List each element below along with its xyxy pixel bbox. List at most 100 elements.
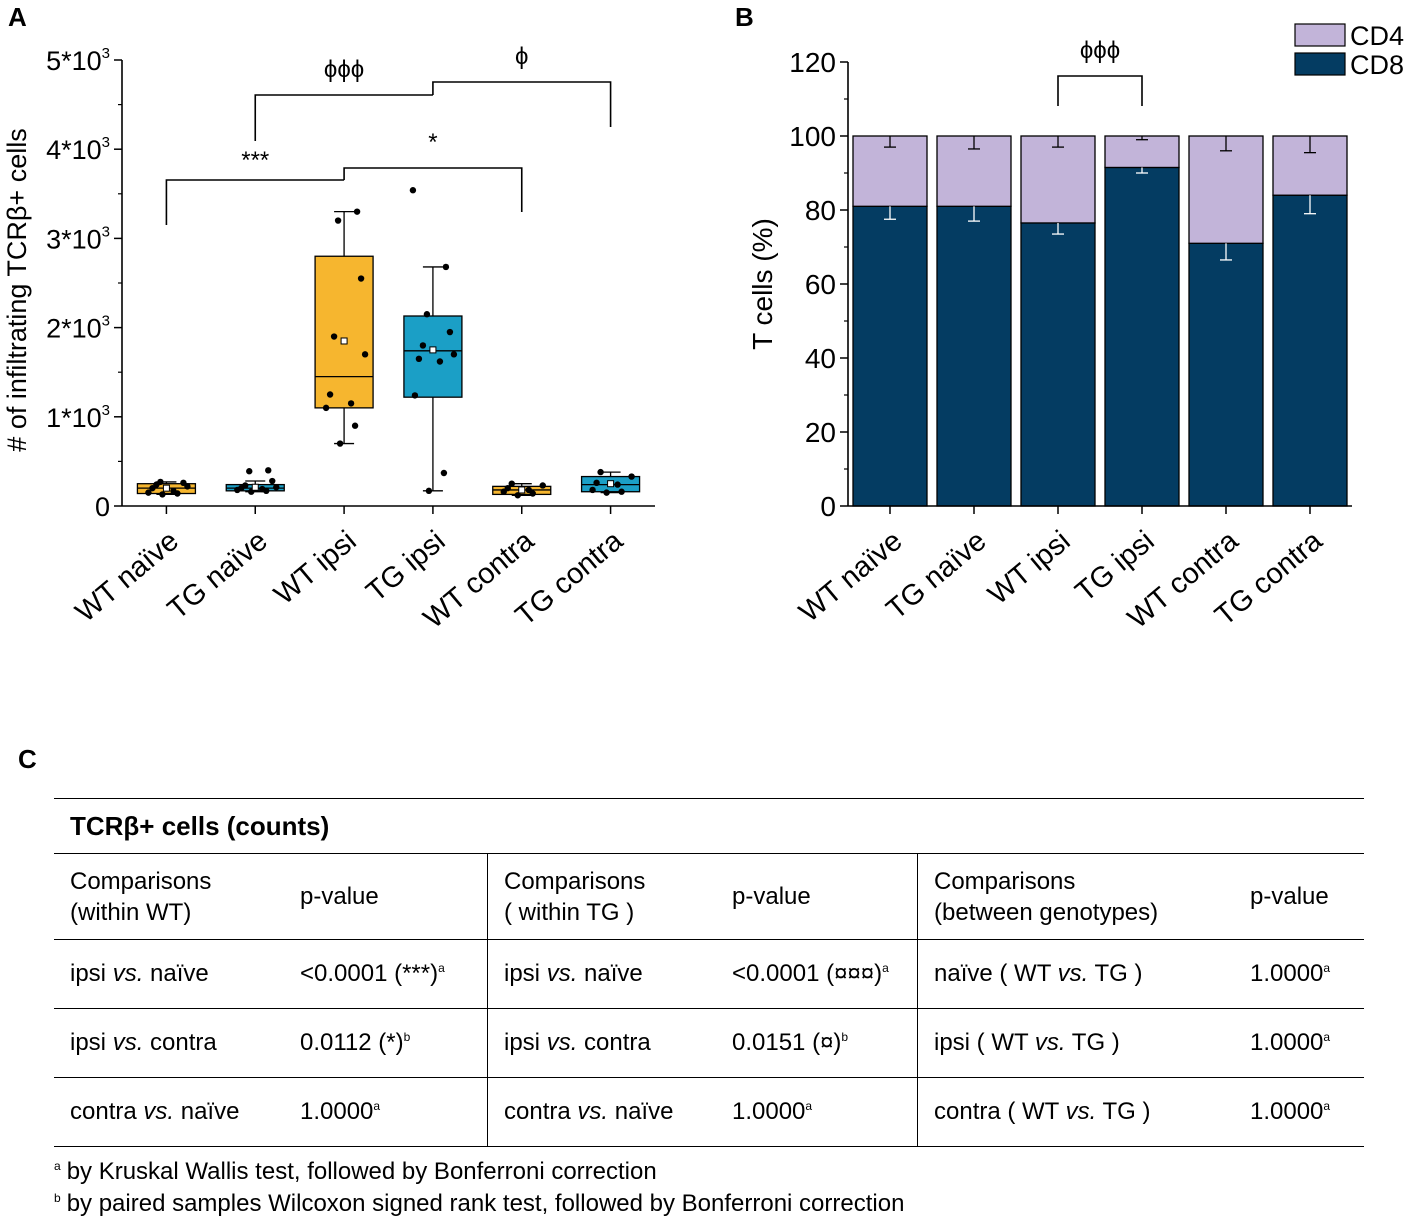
data-point xyxy=(614,481,621,488)
significance-label: *** xyxy=(241,147,269,174)
data-point xyxy=(442,263,450,271)
data-point xyxy=(361,351,369,358)
data-point xyxy=(425,487,433,495)
mean-marker xyxy=(251,483,259,491)
table-row: ipsi ( WT vs. TG ) 1.0000a xyxy=(918,1009,1364,1078)
significance-label: ϕϕϕ xyxy=(324,56,364,83)
data-point xyxy=(539,482,546,489)
data-point xyxy=(326,391,334,398)
table-group-between-genotypes: Comparisons (between genotypes) p-value n… xyxy=(918,854,1364,1147)
y-tick-label: 0 xyxy=(820,491,836,522)
legend-swatch-cd4 xyxy=(1294,23,1346,47)
data-point xyxy=(351,422,359,429)
data-point xyxy=(589,486,596,494)
data-point xyxy=(618,488,625,495)
data-point xyxy=(411,392,419,399)
header-comparisons: Comparisons (within WT) xyxy=(70,867,212,926)
data-point xyxy=(246,468,253,475)
data-point xyxy=(145,489,152,496)
y-axis-label: # of infiltrating TCRβ+ cells xyxy=(2,128,32,451)
data-point xyxy=(180,479,187,487)
y-tick-label: 3*103 xyxy=(46,223,110,254)
table-row: ipsi vs. contra 0.0112 (*)b xyxy=(54,1009,487,1078)
y-tick-label: 4*103 xyxy=(46,134,110,165)
bar-cd8 xyxy=(852,205,928,507)
footnote-a: a by Kruskal Wallis test, followed by Bon… xyxy=(54,1158,657,1185)
panel-letter-a: A xyxy=(8,2,27,32)
data-point xyxy=(597,468,604,476)
y-tick-label: 20 xyxy=(805,417,836,448)
significance-bracket xyxy=(343,167,523,212)
header-p-value: p-value xyxy=(300,883,379,910)
data-point xyxy=(159,491,166,498)
bar-cd8 xyxy=(1020,222,1096,507)
table-group-within-wt: Comparisons (within WT) p-value ipsi vs. … xyxy=(54,854,488,1147)
data-point xyxy=(322,404,330,412)
legend: CD4 CD8 xyxy=(1294,21,1404,80)
table-row: ipsi vs. naïve <0.0001 (***)a xyxy=(54,940,487,1009)
table-row: contra vs. naïve 1.0000a xyxy=(488,1078,917,1147)
y-tick-label: 80 xyxy=(805,195,836,226)
mean-marker xyxy=(162,484,170,492)
data-point xyxy=(525,486,532,494)
data-point xyxy=(436,358,444,365)
significance-bracket xyxy=(254,94,433,141)
data-point xyxy=(450,351,458,358)
y-tick-label: 2*103 xyxy=(46,313,110,344)
y-tick-label: 100 xyxy=(789,121,836,152)
legend-swatch-cd8 xyxy=(1294,52,1346,76)
data-point xyxy=(508,480,515,487)
data-point xyxy=(269,477,276,485)
data-point xyxy=(353,208,361,215)
significance-label: ϕϕϕ xyxy=(1080,37,1120,64)
y-tick-label: 1*103 xyxy=(46,402,110,433)
mean-marker xyxy=(429,346,437,354)
data-point xyxy=(514,492,521,499)
mean-marker xyxy=(340,337,348,345)
panel-letter-b: B xyxy=(735,2,754,32)
header-p-value: p-value xyxy=(732,883,811,910)
table-group-within-tg: Comparisons( within TG ) p-value ipsi vs… xyxy=(488,854,918,1147)
y-tick-label: 40 xyxy=(805,343,836,374)
data-point xyxy=(504,484,511,492)
legend-label-cd8: CD8 xyxy=(1350,50,1404,80)
header-comparisons: Comparisons( within TG ) xyxy=(504,867,646,926)
data-point xyxy=(357,275,365,282)
table-row: ipsi vs. naïve <0.0001 (¤¤¤)a xyxy=(488,940,917,1009)
x-tick-label: WT ipsi xyxy=(268,525,362,611)
bar-cd4 xyxy=(1188,135,1264,244)
y-tick-label: 5*103 xyxy=(46,45,110,76)
data-point xyxy=(603,489,610,496)
bar-cd8 xyxy=(936,205,1012,507)
significance-label: ϕ xyxy=(515,43,528,70)
data-point xyxy=(242,482,249,489)
data-point xyxy=(593,479,600,487)
table-row: contra ( WT vs. TG ) 1.0000a xyxy=(918,1078,1364,1147)
footnote-b: b by paired samples Wilcoxon signed rank … xyxy=(54,1190,905,1217)
y-tick-label: 120 xyxy=(789,47,836,78)
header-p-value: p-value xyxy=(1250,883,1329,910)
statistics-table: TCRβ+ cells (counts) Comparisons (within … xyxy=(54,798,1364,1147)
data-point xyxy=(419,342,427,349)
data-point xyxy=(446,328,454,336)
data-point xyxy=(273,484,280,491)
mean-marker xyxy=(607,480,615,488)
y-tick-label: 60 xyxy=(805,269,836,300)
data-point xyxy=(170,487,177,495)
box xyxy=(314,255,374,409)
table-row: naïve ( WT vs. TG ) 1.0000a xyxy=(918,940,1364,1009)
bar-cd8 xyxy=(1272,194,1348,507)
significance-bracket xyxy=(1057,75,1143,106)
x-tick-label: TG naïve xyxy=(162,525,274,626)
data-point xyxy=(347,400,355,407)
significance-bracket xyxy=(432,81,612,127)
header-comparisons: Comparisons (between genotypes) xyxy=(934,867,1159,926)
y-axis-label: T cells (%) xyxy=(747,218,778,350)
table-title: TCRβ+ cells (counts) xyxy=(54,798,1364,854)
data-point xyxy=(265,467,272,474)
bar-cd8 xyxy=(1188,242,1264,507)
x-tick-label: WT naïve xyxy=(70,525,185,629)
significance-bracket xyxy=(165,179,345,225)
